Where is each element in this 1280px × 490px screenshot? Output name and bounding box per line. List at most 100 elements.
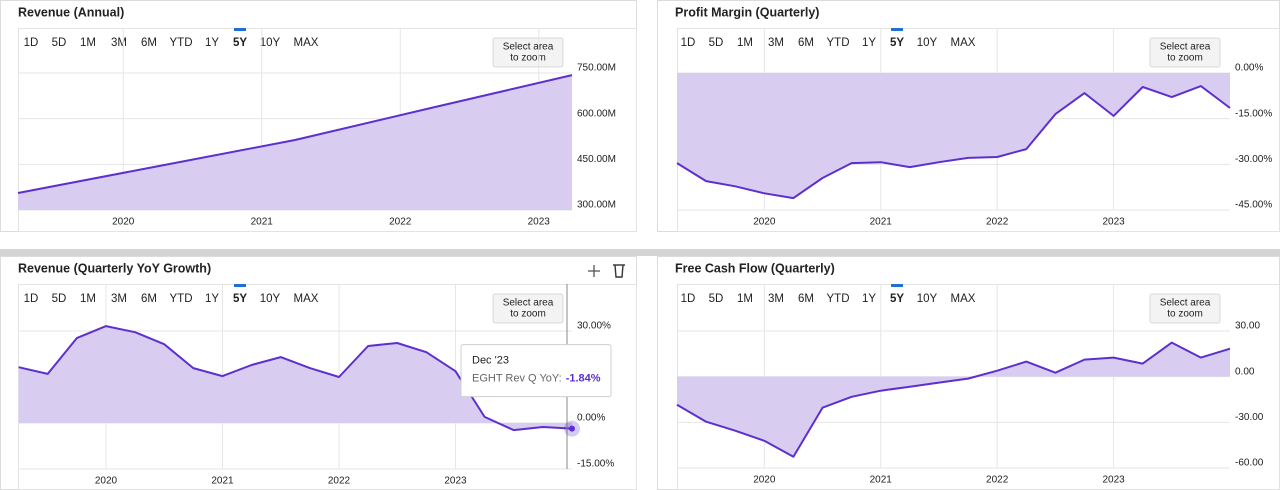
range-button[interactable]: 5Y	[890, 293, 904, 305]
range-button[interactable]: MAX	[951, 293, 976, 305]
x-tick-label: 2021	[870, 217, 893, 228]
x-tick-label: 2023	[1102, 475, 1125, 486]
range-button[interactable]: 1D	[24, 37, 39, 49]
chart-title: Free Cash Flow (Quarterly)	[675, 261, 835, 275]
range-button[interactable]: 1D	[681, 37, 696, 49]
range-button[interactable]: 5D	[52, 293, 67, 305]
move-icon[interactable]	[588, 265, 600, 277]
range-button[interactable]: MAX	[951, 37, 976, 49]
area-fill	[18, 75, 572, 210]
series-line	[676, 85, 1231, 200]
y-tick-label: 750.00M	[577, 63, 616, 74]
range-button[interactable]: 6M	[798, 293, 814, 305]
range-button[interactable]: 6M	[798, 37, 814, 49]
y-tick-label: -15.00%	[1235, 108, 1272, 119]
range-button[interactable]: 1M	[80, 37, 96, 49]
zoom-button[interactable]	[492, 293, 564, 324]
chart-title: Revenue (Annual)	[18, 5, 124, 19]
series-line	[676, 341, 1231, 458]
selected-indicator	[891, 28, 903, 31]
zoom-hint: to zoom	[510, 309, 546, 320]
x-tick-label: 2023	[1102, 217, 1125, 228]
range-button[interactable]: 3M	[768, 293, 784, 305]
range-button[interactable]: YTD	[170, 37, 193, 49]
range-button[interactable]: 1D	[24, 293, 39, 305]
selected-indicator	[891, 284, 903, 287]
selected-indicator	[234, 284, 246, 287]
zoom-hint: to zoom	[1167, 53, 1203, 64]
range-button[interactable]: 1M	[737, 37, 753, 49]
tooltip-row: EGHT Rev Q YoY: -1.84%	[472, 373, 601, 385]
x-tick-label: 2020	[95, 476, 118, 487]
zoom-hint: Select area	[503, 42, 554, 53]
tooltip-label: EGHT Rev Q YoY:	[472, 373, 562, 385]
x-tick-label: 2020	[112, 217, 135, 228]
x-tick-label: 2020	[753, 217, 776, 228]
y-tick-label: -60.00	[1235, 458, 1264, 469]
x-tick-label: 2023	[444, 476, 467, 487]
range-button[interactable]: 10Y	[917, 37, 938, 49]
range-button[interactable]: 3M	[768, 37, 784, 49]
range-button[interactable]: 5D	[52, 37, 67, 49]
range-button[interactable]: YTD	[170, 293, 193, 305]
range-button[interactable]: 1M	[737, 293, 753, 305]
delete-icon[interactable]	[613, 264, 625, 278]
zoom-button[interactable]	[492, 37, 564, 68]
row-separator	[0, 249, 1280, 256]
range-button[interactable]: 1D	[681, 293, 696, 305]
area-fill	[677, 342, 1230, 457]
tooltip-value: -1.84%	[566, 373, 601, 385]
y-tick-label: 0.00%	[577, 413, 605, 424]
range-button[interactable]: 1Y	[862, 293, 876, 305]
range-button[interactable]: 5D	[709, 293, 724, 305]
range-button[interactable]: 5Y	[233, 37, 247, 49]
range-button[interactable]: 1Y	[205, 37, 219, 49]
plot-frame	[18, 28, 637, 232]
range-button[interactable]: 3M	[111, 293, 127, 305]
selected-indicator	[234, 28, 246, 31]
range-button[interactable]: 1Y	[862, 37, 876, 49]
range-button[interactable]: 3M	[111, 37, 127, 49]
y-tick-label: -45.00%	[1235, 200, 1272, 211]
chart-panel: Free Cash Flow (Quarterly) 1D 5D 1M 3M 6M YTD 1…	[657, 256, 1280, 490]
range-button[interactable]: 5D	[709, 37, 724, 49]
range-button[interactable]: YTD	[827, 293, 850, 305]
range-button[interactable]: MAX	[294, 37, 319, 49]
chart-panel: Revenue (Annual) 1D 5D 1M 3M 6M YTD 1Y 5Y 10Y MAX S…	[0, 0, 637, 232]
zoom-button[interactable]	[1149, 37, 1221, 68]
zoom-hint: Select area	[1160, 42, 1211, 53]
y-tick-label: -15.00%	[577, 459, 614, 470]
range-button[interactable]: 10Y	[917, 293, 938, 305]
chart-title: Revenue (Quarterly YoY Growth)	[18, 261, 211, 275]
x-tick-label: 2022	[986, 475, 1009, 486]
x-tick-label: 2021	[251, 217, 274, 228]
y-tick-label: 300.00M	[577, 200, 616, 211]
range-button[interactable]: 6M	[141, 293, 157, 305]
range-button[interactable]: MAX	[294, 293, 319, 305]
tooltip-title: Dec '23	[472, 355, 509, 367]
y-tick-label: 600.00M	[577, 108, 616, 119]
range-button[interactable]: 5Y	[890, 37, 904, 49]
x-tick-label: 2022	[328, 476, 351, 487]
range-button[interactable]: 10Y	[260, 37, 281, 49]
zoom-hint: to zoom	[510, 53, 546, 64]
y-tick-label: -30.00%	[1235, 154, 1272, 165]
range-button[interactable]: 5Y	[233, 293, 247, 305]
range-button[interactable]: 6M	[141, 37, 157, 49]
chart-panel: Revenue (Quarterly YoY Growth) 1D 5D 1M 3M 6M…	[0, 256, 637, 490]
range-button[interactable]: 1M	[80, 293, 96, 305]
range-button[interactable]: 1Y	[205, 293, 219, 305]
series-line	[17, 74, 573, 194]
x-tick-label: 2023	[528, 217, 551, 228]
y-tick-label: 30.00%	[577, 321, 611, 332]
zoom-hint: Select area	[503, 298, 554, 309]
tooltip-box	[460, 344, 612, 398]
icon-body	[614, 264, 624, 278]
y-tick-label: 0.00	[1235, 366, 1255, 377]
series-line	[18, 325, 573, 432]
range-button[interactable]: 10Y	[260, 293, 281, 305]
zoom-button[interactable]	[1149, 293, 1221, 324]
range-button[interactable]: YTD	[827, 37, 850, 49]
zoom-hint: to zoom	[1167, 309, 1203, 320]
